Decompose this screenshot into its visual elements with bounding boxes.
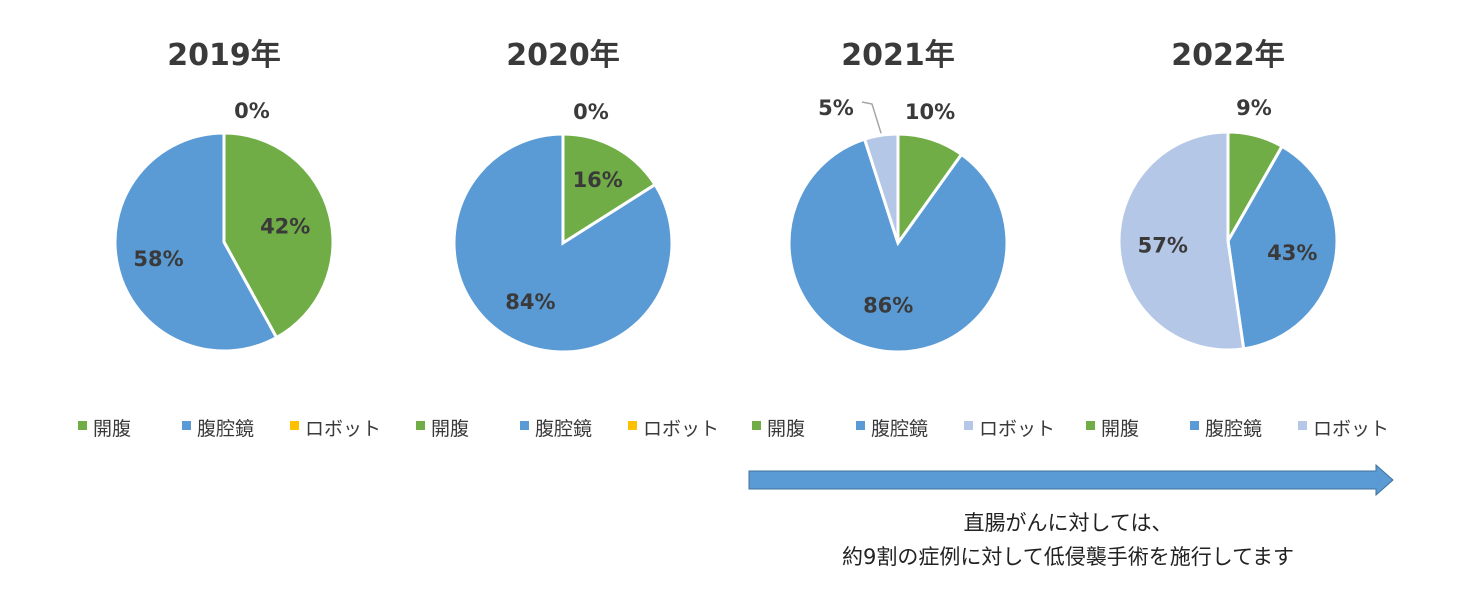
data-label-2020-1: 84%: [505, 290, 555, 314]
chart-title-2020: 2020年: [506, 38, 620, 73]
data-label-2021-2: 5%: [818, 96, 854, 120]
legend-label-2019-2: ロボット: [305, 418, 381, 440]
pie-chart-2022: 2022年 9% 43% 57% 開腹 腹腔鏡 ロボット: [1086, 38, 1389, 440]
legend-label-2022-1: 腹腔鏡: [1205, 418, 1262, 440]
pie-slice-2020-0: [561, 132, 658, 246]
chart-title-2022: 2022年: [1171, 38, 1285, 73]
legend-label-2021-0: 開腹: [767, 418, 805, 440]
legend-marker-2022-1: [1190, 421, 1199, 430]
legend-label-2021-1: 腹腔鏡: [871, 418, 928, 440]
pie-slice-2021-1: [787, 137, 1009, 354]
legend-marker-2020-1: [520, 421, 529, 430]
leader-line-2021: [861, 101, 882, 134]
legend-marker-2019-1: [182, 421, 191, 430]
legend-marker-2020-0: [416, 421, 425, 430]
legend-label-2022-0: 開腹: [1101, 418, 1139, 440]
legend-label-2020-2: ロボット: [643, 418, 719, 440]
pie-chart-2020: 2020年 16% 84% 0% 開腹 腹腔鏡 ロボット: [416, 38, 719, 440]
legend-marker-2020-2: [628, 421, 637, 430]
legend-marker-2019-0: [78, 421, 87, 430]
data-label-2021-0: 10%: [905, 100, 955, 124]
legend-label-2020-0: 開腹: [431, 418, 469, 440]
legend-marker-2021-2: [964, 421, 973, 430]
caption-line-2: 約9割の症例に対して低侵襲手術を施行してます: [841, 545, 1295, 569]
pie-slice-2019-1: [113, 131, 279, 353]
legend-label-2019-1: 腹腔鏡: [197, 418, 254, 440]
data-label-2019-2: 0%: [234, 99, 270, 123]
data-label-2022-0: 9%: [1236, 96, 1272, 120]
caption: 直腸がんに対しては、 約9割の症例に対して低侵襲手術を施行してます: [748, 506, 1388, 574]
legend-label-2022-2: ロボット: [1313, 418, 1389, 440]
legend-label-2019-0: 開腹: [93, 418, 131, 440]
data-label-2022-2: 57%: [1138, 234, 1188, 258]
data-label-2020-0: 16%: [573, 168, 623, 192]
pie-chart-2021: 2021年 10% 86% 5% 開腹 腹腔鏡 ロボット: [752, 38, 1055, 440]
pie-slice-2019-0: [222, 131, 335, 340]
legend-marker-2022-0: [1086, 421, 1095, 430]
data-label-2021-1: 86%: [863, 294, 913, 318]
chart-title-2021: 2021年: [841, 38, 955, 73]
pie-slice-2022-2: [1117, 130, 1246, 352]
pie-chart-2019: 2019年 42% 58% 0% 開腹 腹腔鏡 ロボット: [78, 38, 381, 440]
legend-marker-2022-2: [1298, 421, 1307, 430]
legend-label-2021-2: ロボット: [979, 418, 1055, 440]
pie-slice-2021-2: [862, 132, 900, 244]
legend-marker-2021-0: [752, 421, 761, 430]
pie-slice-2022-1: [1226, 144, 1339, 351]
data-label-2022-1: 43%: [1267, 241, 1317, 265]
legend-label-2020-1: 腹腔鏡: [535, 418, 592, 440]
data-label-2019-1: 58%: [133, 247, 183, 271]
timeline-arrow: [748, 463, 1394, 497]
data-label-2019-0: 42%: [260, 214, 310, 238]
legend-marker-2019-2: [290, 421, 299, 430]
pie-slice-2020-1: [452, 132, 674, 354]
chart-title-2019: 2019年: [167, 38, 281, 73]
legend-marker-2021-1: [856, 421, 865, 430]
data-label-2020-2: 0%: [573, 100, 609, 124]
caption-line-1: 直腸がんに対しては、: [963, 511, 1173, 535]
